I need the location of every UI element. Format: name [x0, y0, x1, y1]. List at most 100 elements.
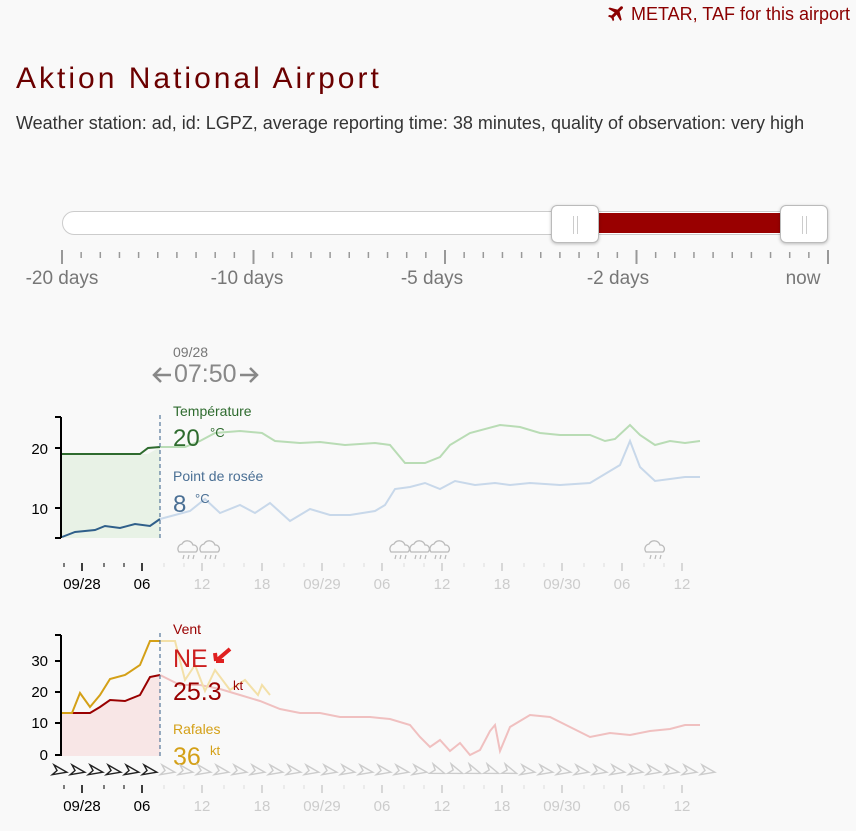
wind-arrow-icon — [679, 763, 699, 776]
wind-label: Vent — [173, 621, 201, 637]
rain-cloud-icon — [199, 540, 220, 560]
wind-arrow-icon — [67, 763, 87, 776]
temp-label: Température — [173, 403, 252, 419]
wind-y-tick-10: 10 — [31, 715, 48, 732]
gust-unit: kt — [210, 743, 221, 758]
wind-arrow-icon — [193, 763, 213, 776]
temp-x-axis: 09/28 06 12 18 09/29 06 12 18 09/30 06 12 — [63, 563, 690, 593]
wind-x-axis: 09/28 06 12 18 09/29 06 12 18 09/30 06 12 — [63, 785, 690, 815]
slider-ticks — [61, 250, 829, 264]
rain-cloud-icons — [177, 540, 665, 560]
dew-value: 8 — [173, 491, 186, 518]
slider-label-5d: -5 days — [400, 268, 464, 289]
x-tick-label: 06 — [614, 798, 631, 815]
gust-label: Rafales — [173, 721, 220, 737]
wind-arrow-icon — [481, 761, 501, 775]
wind-arrow-icon — [157, 763, 177, 776]
wind-arrow-icon — [229, 763, 249, 776]
wind-area-fill — [62, 675, 160, 756]
slider-label-2d: -2 days — [586, 268, 650, 289]
wind-arrow-icon — [283, 763, 303, 776]
wind-direction-arrow-icon — [213, 647, 232, 663]
gust-line-history — [62, 640, 160, 714]
wind-arrow-icon — [103, 763, 123, 776]
wind-arrow-icon — [373, 763, 393, 776]
x-tick-label: 12 — [674, 576, 691, 593]
wind-arrow-icon — [49, 763, 69, 776]
wind-arrow-icon — [247, 763, 267, 776]
wind-arrow-icon — [391, 763, 411, 776]
wind-arrow-icon — [337, 763, 357, 776]
slider-handle-end[interactable] — [780, 205, 828, 243]
slider-label-10d: -10 days — [210, 268, 284, 289]
rain-cloud-icon — [409, 540, 430, 560]
wind-chart[interactable]: 30 20 10 0 Vent NE 25.3 kt Rafales 36 kt… — [31, 621, 717, 815]
wind-direction: NE — [173, 645, 208, 673]
dew-unit: °C — [195, 491, 210, 506]
wind-arrow-icon — [535, 763, 555, 776]
rain-cloud-icon — [644, 540, 665, 560]
dew-line-history — [61, 518, 161, 538]
x-tick-label: 09/28 — [63, 798, 101, 815]
x-tick-label: 18 — [494, 798, 511, 815]
wind-line-history — [62, 674, 161, 714]
x-tick-label: 09/29 — [303, 576, 341, 593]
wind-arrow-icon — [445, 761, 465, 775]
rain-cloud-icon — [389, 540, 410, 560]
page-title: Aktion National Airport — [16, 62, 382, 95]
dew-label: Point de rosée — [173, 468, 263, 484]
temp-line-history — [62, 446, 161, 455]
wind-arrow-icon — [175, 763, 195, 776]
wind-arrow-icon — [427, 761, 447, 775]
metar-link-label: METAR, TAF for this airport — [630, 4, 850, 24]
wind-arrow-icon — [499, 761, 519, 775]
x-tick-label: 09/30 — [543, 576, 581, 593]
wind-arrow-icon — [355, 763, 375, 776]
temp-line-future — [160, 423, 701, 464]
x-tick-label: 18 — [254, 798, 271, 815]
x-tick-label: 06 — [134, 576, 151, 593]
time-range-slider[interactable]: -20 days -10 days -5 days -2 days now — [0, 190, 856, 300]
metar-taf-link[interactable]: METAR, TAF for this airport — [605, 4, 850, 25]
x-tick-label: 12 — [674, 798, 691, 815]
x-tick-label: 12 — [194, 798, 211, 815]
wind-arrow-icon — [517, 763, 537, 776]
temperature-chart[interactable]: 20 10 Température 20 °C Point de rosée 8… — [31, 403, 701, 593]
wind-y-tick-20: 20 — [31, 684, 48, 701]
rain-cloud-icon — [177, 540, 198, 560]
wind-arrow-icon — [607, 763, 627, 776]
gust-value: 36 — [173, 743, 201, 771]
dew-line-future — [159, 438, 700, 523]
wind-arrow-icon — [463, 761, 483, 775]
x-tick-label: 12 — [194, 576, 211, 593]
weather-charts[interactable]: 20 10 Température 20 °C Point de rosée 8… — [0, 395, 856, 831]
wind-arrow-icon — [85, 763, 105, 776]
wind-arrow-icon — [643, 763, 663, 776]
wind-arrow-icon — [553, 763, 573, 776]
x-tick-label: 18 — [254, 576, 271, 593]
wind-arrow-icon — [211, 763, 231, 776]
slider-label-20d: -20 days — [25, 268, 99, 289]
wind-arrow-icon — [409, 763, 429, 776]
arrow-right-icon[interactable] — [237, 363, 261, 387]
wind-speed-unit: kt — [233, 678, 244, 693]
wind-arrow-icon — [589, 763, 609, 776]
x-tick-label: 06 — [134, 798, 151, 815]
wind-arrow-icon — [661, 763, 681, 776]
slider-handle-start[interactable] — [551, 205, 599, 243]
wind-arrow-icon — [265, 763, 285, 776]
temp-unit: °C — [210, 425, 225, 440]
arrow-left-icon[interactable] — [150, 363, 174, 387]
x-tick-label: 09/29 — [303, 798, 341, 815]
wind-y-tick-30: 30 — [31, 653, 48, 670]
slider-label-now: now — [785, 268, 821, 289]
x-tick-label: 06 — [374, 576, 391, 593]
wind-arrow-icon — [121, 763, 141, 776]
temp-value: 20 — [173, 425, 200, 452]
temp-y-tick-20: 20 — [31, 441, 48, 458]
wind-arrow-icon — [139, 763, 159, 776]
x-tick-label: 18 — [494, 576, 511, 593]
temp-area-fill — [62, 447, 160, 538]
wind-direction-arrows — [49, 761, 717, 776]
wind-line-future — [159, 674, 700, 757]
